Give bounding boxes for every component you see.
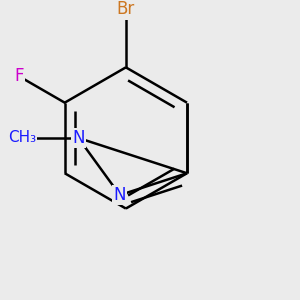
Text: F: F	[14, 67, 24, 85]
Text: CH₃: CH₃	[8, 130, 36, 146]
Text: N: N	[72, 129, 85, 147]
Text: Br: Br	[117, 1, 135, 19]
Text: N: N	[114, 186, 126, 204]
